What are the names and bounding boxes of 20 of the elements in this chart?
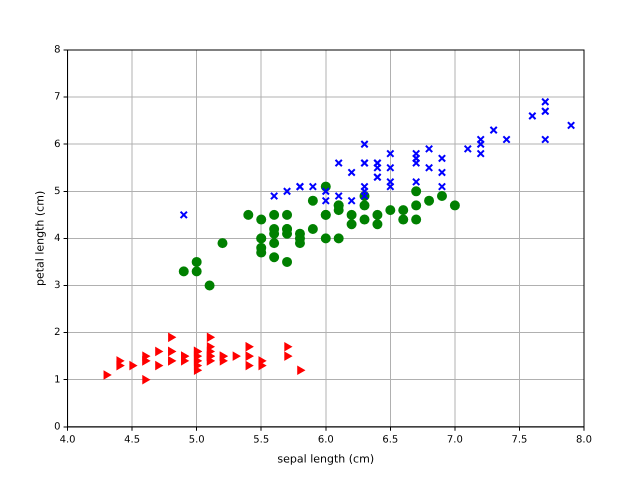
y-tick-label: 4 (54, 232, 61, 244)
x-tick-label: 4.5 (124, 434, 140, 446)
x-tick-label: 6.0 (318, 434, 334, 446)
x-tick-label: 6.5 (382, 434, 398, 446)
y-tick-label: 0 (54, 421, 61, 432)
x-tick-label: 7.5 (511, 434, 528, 446)
x-tick-label: 5.5 (253, 434, 270, 446)
y-tick-label: 6 (54, 138, 61, 150)
x-axis-title: sepal length (cm) (277, 452, 374, 466)
y-tick-label: 2 (54, 327, 61, 338)
x-tick-label: 4.0 (60, 434, 76, 446)
y-tick-label: 7 (54, 92, 61, 103)
x-tick-label: 5.0 (188, 434, 205, 446)
y-axis-title: petal length (cm) (33, 190, 46, 286)
y-tick-label: 3 (54, 280, 61, 292)
x-tick-label: 8.0 (576, 434, 592, 446)
x-tick-label: 7.0 (446, 434, 463, 446)
y-tick-label: 5 (54, 186, 61, 197)
y-tick-label: 1 (54, 374, 61, 386)
y-tick-label: 8 (54, 44, 61, 56)
